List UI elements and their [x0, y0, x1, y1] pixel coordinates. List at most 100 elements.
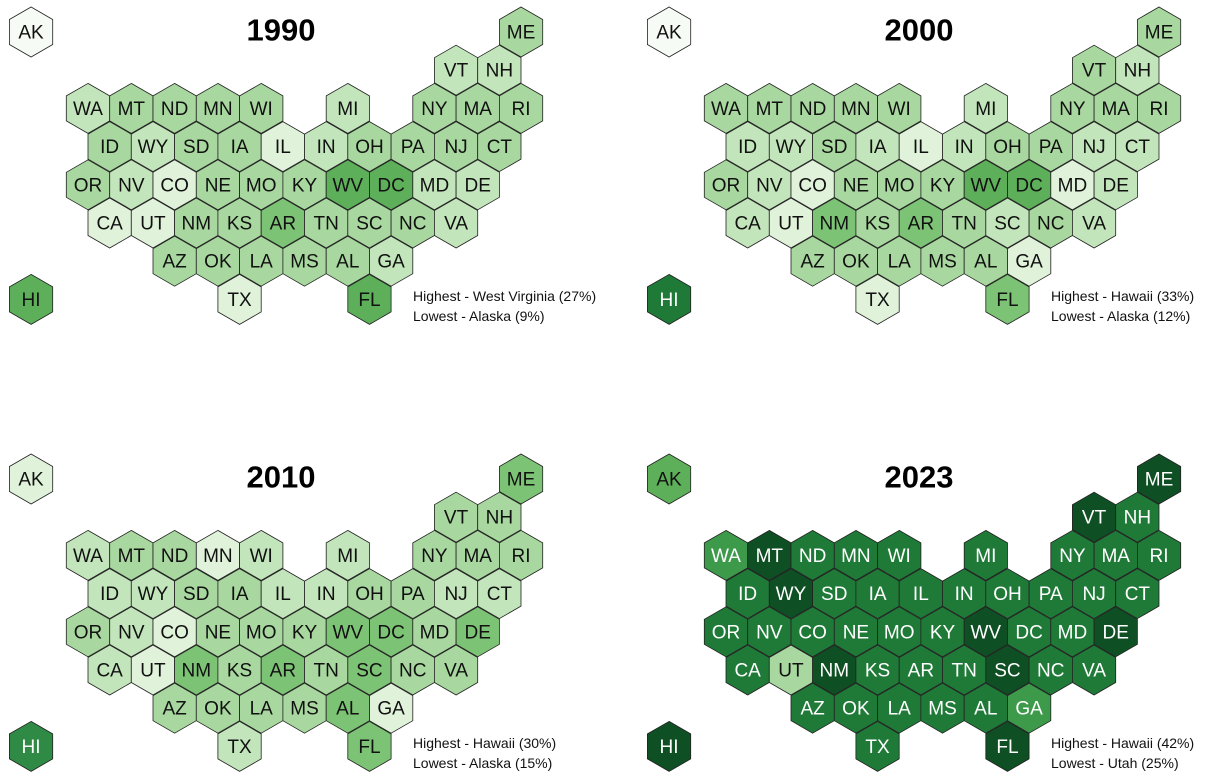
- state-label: ID: [100, 137, 119, 158]
- state-label: OH: [355, 137, 384, 158]
- state-label: GA: [377, 252, 405, 273]
- state-hex: [985, 720, 1030, 772]
- state-label: FL: [358, 290, 380, 311]
- state-hex: [347, 273, 392, 325]
- state-label: MA: [463, 546, 492, 567]
- state-hex: [1093, 606, 1138, 658]
- note: Highest - Hawaii (42%): [1051, 735, 1194, 751]
- note: Highest - West Virginia (27%): [413, 288, 596, 304]
- state-label: CT: [1125, 137, 1151, 158]
- state-hex: [8, 6, 54, 58]
- state-label: VA: [1082, 661, 1106, 682]
- state-label: TN: [313, 661, 338, 682]
- state-label: WI: [888, 99, 911, 120]
- state-hex: [1007, 235, 1052, 287]
- state-label: IA: [231, 584, 249, 605]
- state-label: PA: [401, 584, 425, 605]
- state-label: DE: [1103, 622, 1129, 643]
- state-label: CA: [734, 214, 761, 235]
- state-label: LA: [250, 699, 274, 720]
- note: Highest - Hawaii (33%): [1051, 288, 1194, 304]
- state-label: ND: [161, 99, 188, 120]
- state-label: CO: [798, 622, 827, 643]
- state-label: IL: [275, 584, 291, 605]
- state-label: SC: [356, 214, 382, 235]
- state-label: MN: [841, 546, 871, 567]
- state-label: AZ: [162, 699, 187, 720]
- state-label: SD: [821, 584, 847, 605]
- state-hex: [647, 6, 692, 58]
- state-hex: [1093, 159, 1138, 211]
- state-label: NC: [399, 661, 426, 682]
- state-label: IN: [317, 137, 336, 158]
- state-label: NJ: [1082, 584, 1105, 605]
- state-label: ME: [1145, 470, 1174, 491]
- state-label: MN: [203, 99, 233, 120]
- state-label: NM: [181, 661, 211, 682]
- state-hex: [963, 82, 1008, 134]
- state-hex: [877, 529, 922, 581]
- state-label: PA: [401, 137, 425, 158]
- state-label: HI: [22, 737, 41, 758]
- state-label: MA: [463, 99, 492, 120]
- state-label: WV: [333, 622, 364, 643]
- state-label: NM: [181, 214, 211, 235]
- state-label: ME: [1145, 23, 1174, 44]
- state-label: SC: [994, 661, 1020, 682]
- state-label: UT: [140, 661, 166, 682]
- state-label: NH: [486, 61, 513, 82]
- state-hex: [1115, 491, 1160, 543]
- state-label: DC: [1015, 622, 1042, 643]
- state-label: AR: [270, 214, 296, 235]
- state-label: NH: [1124, 508, 1151, 529]
- state-label: IN: [317, 584, 336, 605]
- state-label: IN: [955, 584, 974, 605]
- state-label: MT: [118, 99, 146, 120]
- state-hex: [855, 273, 900, 325]
- state-label: KY: [930, 622, 956, 643]
- state-label: MI: [337, 99, 358, 120]
- state-hex: [325, 82, 370, 134]
- state-hex: [1072, 644, 1117, 696]
- state-hex: [347, 720, 392, 772]
- state-label: ND: [799, 99, 826, 120]
- state-label: SC: [356, 661, 382, 682]
- state-label: KS: [865, 214, 890, 235]
- state-label: MA: [1101, 546, 1130, 567]
- state-label: WY: [776, 584, 807, 605]
- state-label: ID: [100, 584, 119, 605]
- state-label: WV: [971, 622, 1002, 643]
- state-label: NE: [843, 175, 869, 196]
- state-label: AZ: [800, 699, 825, 720]
- state-label: TN: [313, 214, 338, 235]
- state-label: IL: [913, 584, 929, 605]
- state-label: WV: [333, 175, 364, 196]
- state-label: SD: [821, 137, 847, 158]
- state-label: MT: [756, 99, 784, 120]
- state-label: FL: [996, 290, 1018, 311]
- state-hex: [498, 529, 544, 581]
- state-hex: [477, 491, 522, 543]
- state-label: CT: [487, 137, 513, 158]
- state-label: ME: [507, 470, 536, 491]
- state-label: PA: [1039, 137, 1063, 158]
- state-hex: [647, 273, 692, 325]
- state-label: NY: [1059, 99, 1086, 120]
- state-label: MI: [337, 546, 358, 567]
- state-label: DE: [465, 622, 491, 643]
- state-hex: [877, 82, 922, 134]
- state-label: AR: [908, 661, 934, 682]
- state-label: ID: [738, 584, 757, 605]
- state-hex: [1115, 568, 1160, 620]
- state-label: TX: [865, 290, 890, 311]
- state-label: KS: [865, 661, 890, 682]
- state-hex: [217, 273, 262, 325]
- state-label: MI: [975, 546, 996, 567]
- state-hex: [455, 606, 500, 658]
- state-hex: [1137, 529, 1182, 581]
- state-label: OK: [204, 252, 232, 273]
- state-hex: [455, 159, 500, 211]
- state-label: VT: [444, 508, 469, 529]
- state-label: ID: [738, 137, 757, 158]
